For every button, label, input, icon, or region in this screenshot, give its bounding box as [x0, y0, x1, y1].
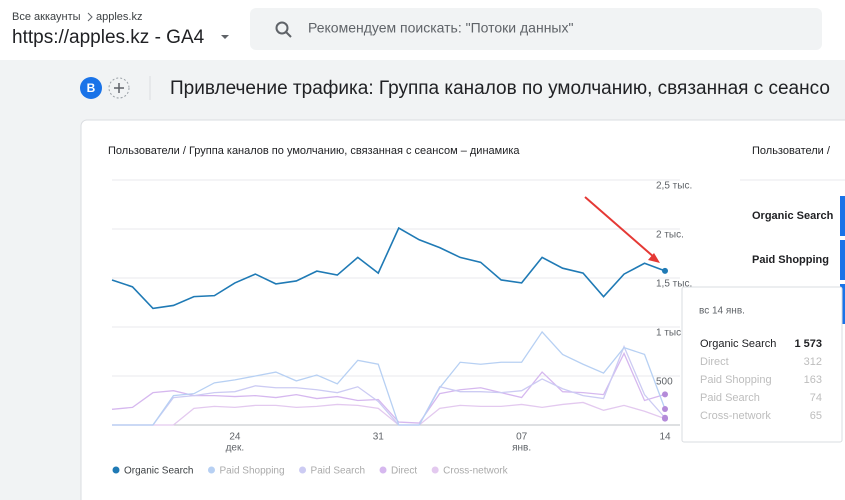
chart-title: Пользователи / Группа каналов по умолчан…	[108, 145, 520, 157]
x-tick-label: 07	[516, 432, 528, 443]
legend-label: Paid Shopping	[219, 466, 284, 477]
row-label: Paid Shopping	[752, 254, 829, 266]
tooltip-name: Cross-network	[700, 410, 771, 422]
row-bar	[840, 196, 845, 236]
tooltip: вс 14 янв. Organic Search 1 573 Direct 312 Pa…	[681, 286, 843, 443]
x-tick-label: 14	[659, 432, 671, 443]
add-comparison[interactable]	[108, 77, 130, 99]
x-tick-label: 24	[229, 432, 241, 443]
x-tick-label: 31	[373, 432, 385, 443]
x-month-label: дек.	[226, 443, 245, 454]
tooltip-box	[681, 286, 843, 443]
y-tick-label: 2,5 тыс.	[656, 181, 692, 192]
row-bar	[840, 240, 845, 280]
tooltip-value: 163	[804, 374, 822, 386]
avatar[interactable]	[80, 77, 102, 99]
series-line	[112, 344, 666, 426]
page-title: Привлечение трафика: Группа каналов по у…	[170, 78, 830, 99]
arrow-head	[648, 253, 660, 263]
point	[662, 406, 668, 413]
avatar-letter: B	[87, 81, 96, 95]
legend-swatch	[379, 466, 387, 474]
series-line	[111, 226, 666, 310]
search-box[interactable]	[250, 8, 822, 50]
table-header: Пользователи /	[752, 145, 831, 157]
plus-icon	[114, 83, 124, 93]
x-month-label: янв.	[512, 443, 531, 454]
tooltip-date: вс 14 янв.	[699, 306, 745, 317]
tooltip-value: 65	[810, 410, 822, 422]
legend-label: Cross-network	[443, 466, 508, 477]
breadcrumb[interactable]: apples.kz	[96, 11, 142, 23]
point	[662, 391, 668, 398]
tooltip-name: Direct	[700, 356, 729, 368]
legend-swatch	[112, 466, 120, 474]
tooltip-name: Paid Search	[700, 392, 760, 404]
search-icon	[275, 21, 289, 35]
series-line	[112, 330, 666, 426]
legend-label: Organic Search	[124, 466, 193, 477]
y-tick-label: 500	[656, 377, 673, 388]
legend-swatch	[207, 466, 215, 474]
legend-label: Paid Search	[311, 466, 365, 477]
legend-swatch	[299, 466, 307, 474]
point	[662, 267, 668, 274]
y-tick-label: 1 тыс.	[656, 328, 684, 339]
tooltip-value: 1 573	[794, 338, 822, 350]
annotation-arrow	[584, 196, 656, 259]
chevron	[87, 12, 93, 22]
dropdown-icon	[221, 35, 229, 39]
tooltip-name: Organic Search	[700, 338, 776, 350]
breadcrumb[interactable]: Все аккаунты	[12, 11, 81, 23]
y-tick-label: 1,5 тыс.	[656, 279, 692, 290]
search-icon	[285, 31, 292, 38]
tooltip-value: 312	[804, 356, 822, 368]
search-placeholder: Рекомендуем поискать: "Потоки данных"	[308, 20, 573, 36]
y-tick-label: 2 тыс.	[656, 230, 684, 241]
series-line	[112, 401, 666, 426]
point	[662, 414, 668, 421]
legend-label: Direct	[391, 466, 417, 477]
legend-swatch	[431, 466, 439, 474]
row-label: Organic Search	[752, 210, 834, 222]
property-name[interactable]: https://apples.kz - GA4	[12, 27, 205, 48]
tooltip-name: Paid Shopping	[700, 374, 772, 386]
tooltip-value: 74	[810, 392, 822, 404]
